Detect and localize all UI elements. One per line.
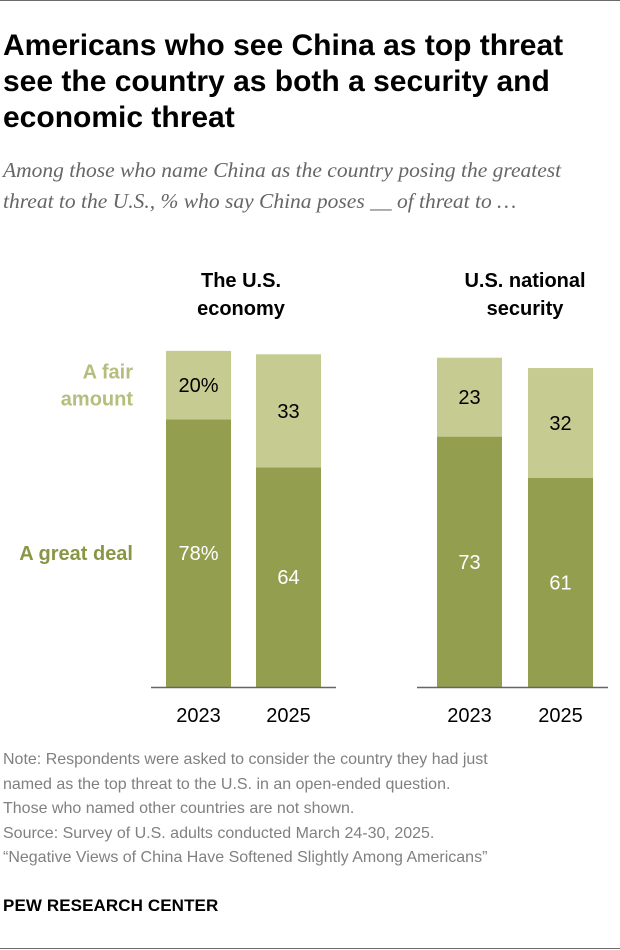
note-line: named as the top threat to the U.S. in a… [3,775,451,793]
bar-segment [528,477,593,687]
report-title-line: “Negative Views of China Have Softened S… [3,849,488,866]
chart-subtitle: Among those who name China as the countr… [3,158,562,213]
panel-title: economy [197,298,286,320]
notes-block: Note: Respondents were asked to consider… [3,748,615,871]
bar-segment [166,419,231,687]
stacked-bar-chart: The U.S. economy 78% 20% 2023 64 33 2025 U.S. na… [19,270,608,727]
note-line: Those who named other countries are not … [3,800,355,817]
data-label: 20% [178,375,218,397]
source-line: Source: Survey of U.S. adults conducted … [3,824,435,842]
top-rule [0,0,620,1]
note-line: Note: Respondents were asked to consider… [3,751,488,768]
bar-segment [166,350,231,420]
data-label: 23 [458,387,480,409]
bar-segment [256,467,321,687]
data-label: 64 [277,567,299,589]
x-tick-label: 2025 [266,705,311,727]
bar-segment [528,368,593,478]
panel-title: The U.S. [201,270,281,292]
legend-label: amount [61,389,134,411]
bar-segment [437,436,502,687]
data-label: 61 [549,572,571,594]
bar-segment [256,354,321,468]
legend-label: A fair [83,362,134,384]
bar-segment [437,357,502,437]
data-label: 32 [549,413,571,435]
data-label: 73 [458,552,480,574]
bottom-rule [0,948,620,949]
brand-name: PEW RESEARCH CENTER [3,896,219,915]
x-tick-label: 2023 [447,705,492,727]
data-label: 33 [277,401,299,423]
panel-title: security [487,298,565,320]
x-tick-label: 2025 [538,705,583,727]
chart-title: Americans who see China as top threat se… [3,29,564,134]
legend-label: A great deal [19,543,133,565]
x-tick-label: 2023 [176,705,221,727]
data-label: 78% [178,543,218,565]
panel-title: U.S. national [464,270,585,292]
